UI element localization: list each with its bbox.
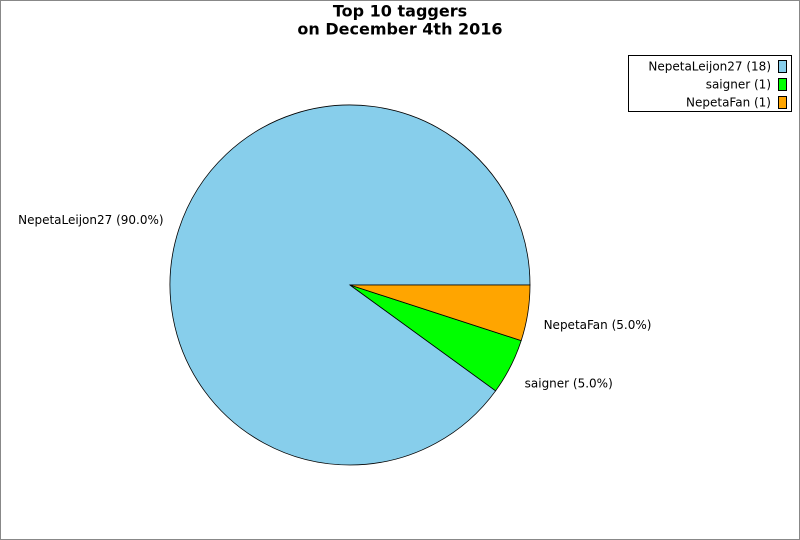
legend-label: NepetaLeijon27 (18) [648,60,771,74]
slice-label: NepetaFan (5.0%) [544,318,652,332]
chart-title: on December 4th 2016 [297,20,502,39]
legend-swatch [778,60,787,73]
legend-label: saigner (1) [706,78,771,92]
slice-label: NepetaLeijon27 (90.0%) [18,213,163,227]
chart-title: Top 10 taggers [333,2,467,21]
legend-swatch [778,96,787,109]
legend-label: NepetaFan (1) [686,96,771,110]
slice-label: saigner (5.0%) [525,376,613,390]
legend-swatch [778,78,787,91]
pie-slice [349,284,531,342]
legend-box [628,55,792,112]
